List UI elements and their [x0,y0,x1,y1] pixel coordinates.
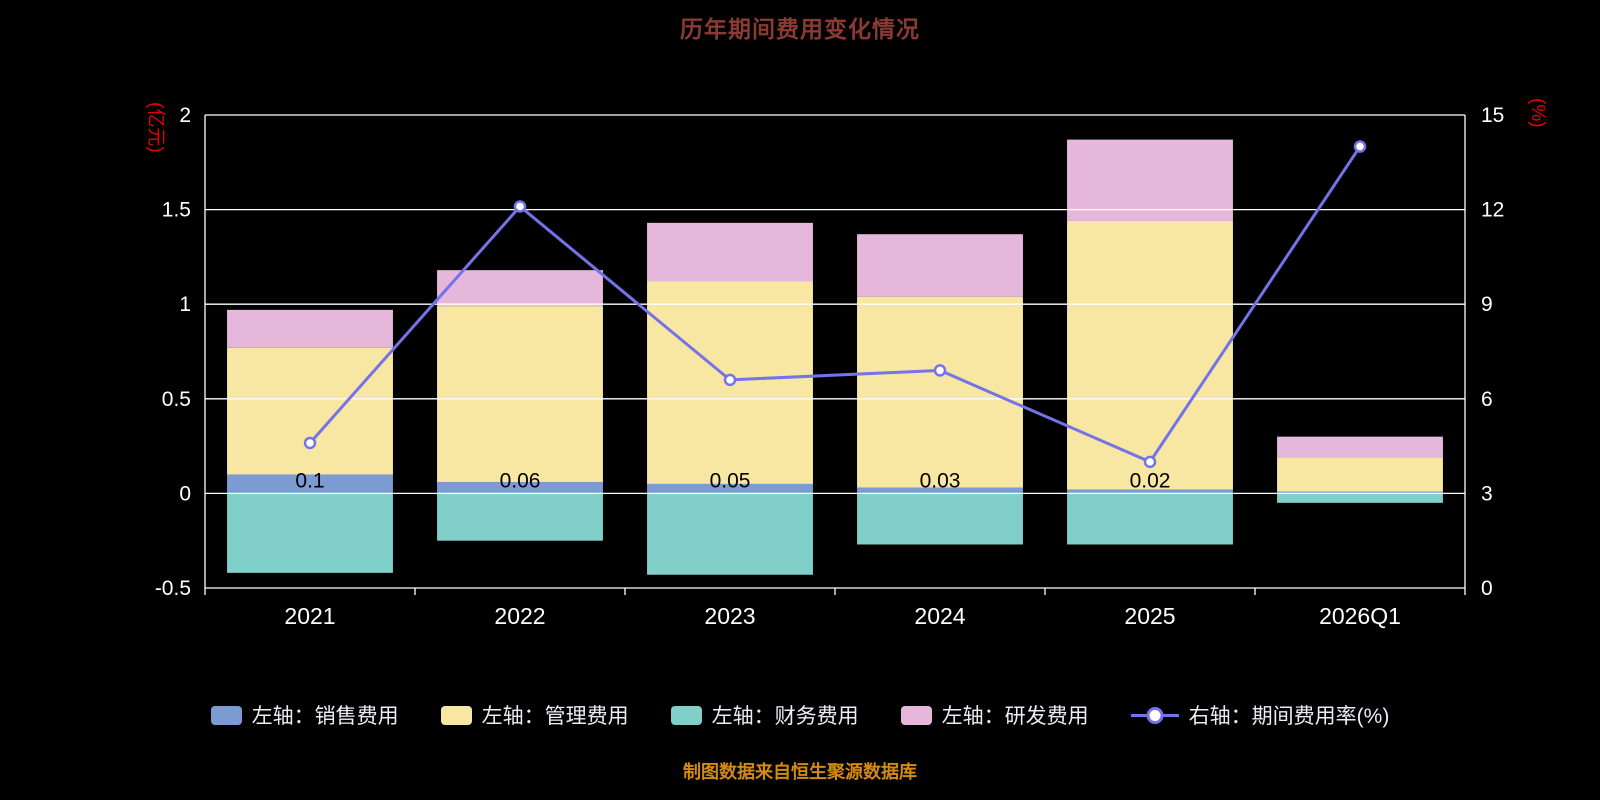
right-axis-tick-label: 0 [1481,577,1493,600]
bar-segment [437,270,603,307]
line-point-marker [933,364,947,377]
bar-value-label: 0.02 [1130,469,1171,492]
legend-label-rnd: 左轴：研发费用 [941,705,1089,728]
legend-swatch-financial-icon [670,705,702,725]
left-axis-tick-label: 0 [179,482,191,505]
bar-segment [647,222,813,282]
legend-item-rnd-expense[interactable]: 左轴：研发费用 [900,700,1089,730]
right-axis-tick-label: 6 [1481,388,1493,411]
right-axis-tick-label: 12 [1481,199,1504,222]
legend-label-management: 左轴：管理费用 [481,705,629,728]
bar-segment [857,234,1023,297]
left-axis-tick-label: -0.5 [155,577,191,600]
legend-swatch-management-icon [440,705,472,725]
left-axis-tick-label: 2 [179,104,191,127]
line-legend-marker-icon [1130,706,1179,724]
line-point-marker [1353,140,1367,153]
bar-segment [1067,220,1233,490]
left-axis-tick-label: 1.5 [162,199,191,222]
chart-title: 历年期间费用变化情况 [680,16,920,42]
bar-segment [647,483,813,494]
bar-segment [1277,457,1443,492]
legend-item-expense-rate[interactable]: 右轴：期间费用率(%) [1130,700,1390,730]
x-axis-category-label: 2022 [494,603,545,629]
bar-segment [1067,489,1233,494]
x-axis-category-label: 2026Q1 [1319,603,1401,629]
bar-segment [857,493,1023,545]
bar-segment [857,487,1023,494]
left-axis-unit-label: (亿元) [145,102,167,153]
legend-swatch-rnd-icon [900,705,932,725]
legend-label-financial: 左轴：财务费用 [711,705,859,728]
legend-item-sales-expense[interactable]: 左轴：销售费用 [210,700,399,730]
bar-segment [1277,491,1443,494]
bar-segment [1277,493,1443,503]
bar-segment [437,306,603,483]
legend-item-financial-expense[interactable]: 左轴：财务费用 [670,700,859,730]
legend: 左轴：销售费用 左轴：管理费用 左轴：财务费用 左轴：研发费用 右轴：期间费用率… [0,700,1600,730]
bar-segment [437,493,603,541]
x-axis-category-label: 2023 [704,603,755,629]
left-axis-tick-label: 1 [179,293,191,316]
right-axis-tick-label: 3 [1481,482,1493,505]
line-point-marker [1143,455,1157,469]
legend-label-sales: 左轴：销售费用 [251,705,399,728]
legend-item-management-expense[interactable]: 左轴：管理费用 [440,700,629,730]
bar-value-label: 0.05 [710,469,751,492]
right-axis-tick-label: 9 [1481,293,1493,316]
line-point-marker [723,373,737,387]
left-axis-tick-label: 0.5 [162,388,191,411]
bar-segment [647,493,813,575]
bar-segment [227,493,393,573]
line-point-marker [513,200,527,213]
bar-segment [857,296,1023,488]
x-axis-category-label: 2021 [284,603,335,629]
data-source-note: 制图数据来自恒生聚源数据库 [683,762,917,782]
bar-segment [437,482,603,494]
bar-segment [1277,436,1443,458]
bar-value-label: 0.1 [295,469,324,492]
expense-chart: -0.5 0 0.5 1 1.5 2 0 3 6 9 12 15 2021 2022 2023 2024 202… [145,98,1548,629]
bar-segment [227,347,393,475]
bar-value-label: 0.03 [920,469,961,492]
legend-label-expense-rate: 右轴：期间费用率(%) [1188,705,1390,728]
bar-segment [227,309,393,348]
bar-segment [227,474,393,494]
circle-marker-icon [1146,706,1164,724]
line-point-marker [303,436,317,450]
bar-value-label: 0.06 [500,469,541,492]
right-axis-tick-label: 15 [1481,104,1504,127]
x-axis-category-label: 2025 [1124,603,1175,629]
x-axis-category-label: 2024 [914,603,965,629]
legend-swatch-sales-icon [210,705,242,725]
expense-rate-line [308,145,1362,464]
right-axis-unit-label: (%) [1527,98,1548,128]
bar-segment [1067,139,1233,221]
bar-segment [1067,493,1233,545]
